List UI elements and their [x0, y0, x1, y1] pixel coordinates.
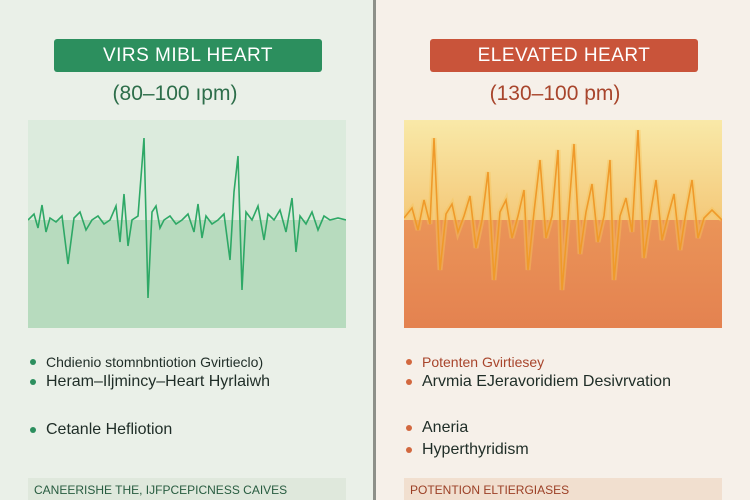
- bullet-dot-icon: [406, 359, 412, 365]
- normal-ecg-waveform: [28, 120, 346, 328]
- bullet-dot-icon: [406, 447, 412, 453]
- list-item: Arvmia EJeravoridiem Desivrvation: [406, 372, 736, 392]
- normal-ecg-area: [28, 220, 346, 328]
- bullet-dot-icon: [406, 379, 412, 385]
- elevated-ecg-waveform: [404, 120, 722, 328]
- elevated-ecg-trace: [404, 129, 722, 291]
- list-item: Potenten Gvirtiesey: [406, 352, 736, 372]
- panel-divider: [373, 0, 376, 500]
- elevated-ecg-upper: [404, 120, 722, 220]
- normal-heart-range: (80–100 ıpm): [112, 82, 238, 105]
- list-item: Heram–Iljmincy–Heart Hyrlaiwh: [30, 372, 360, 392]
- normal-heart-title: VIRS MIBL HEART: [54, 39, 322, 72]
- bullet-dot-icon: [30, 427, 36, 433]
- list-item: Hyperthyridism: [406, 440, 736, 460]
- bullet-dot-icon: [406, 425, 412, 431]
- list-item: Aneria: [406, 418, 736, 438]
- normal-heart-panel: VIRS MIBL HEART (80–100 ıpm) Chdienio st…: [0, 0, 374, 500]
- normal-ecg-trace: [28, 137, 346, 299]
- elevated-heart-panel: ELEVATED HEART (130–100 pm) POTENTION EL…: [376, 0, 750, 500]
- normal-heart-list: Chdienio stomnbntiotion Gvirtieclo) Hera…: [30, 352, 360, 440]
- bullet-dot-icon: [30, 359, 36, 365]
- normal-heart-footer: CANEERISHE THE, IJFPCEPICNESS CAIVES: [28, 478, 346, 500]
- elevated-heart-footer: POTENTION ELTIERGIASES: [404, 478, 722, 500]
- elevated-heart-list: Potenten Gvirtiesey Arvmia EJeravoridiem…: [406, 352, 736, 460]
- elevated-heart-title: ELEVATED HEART: [430, 39, 698, 72]
- list-item: Cetanle Hefliotion: [30, 420, 360, 440]
- bullet-dot-icon: [30, 379, 36, 385]
- elevated-heart-range: (130–100 pm): [489, 82, 621, 105]
- list-item: Chdienio stomnbntiotion Gvirtieclo): [30, 352, 360, 372]
